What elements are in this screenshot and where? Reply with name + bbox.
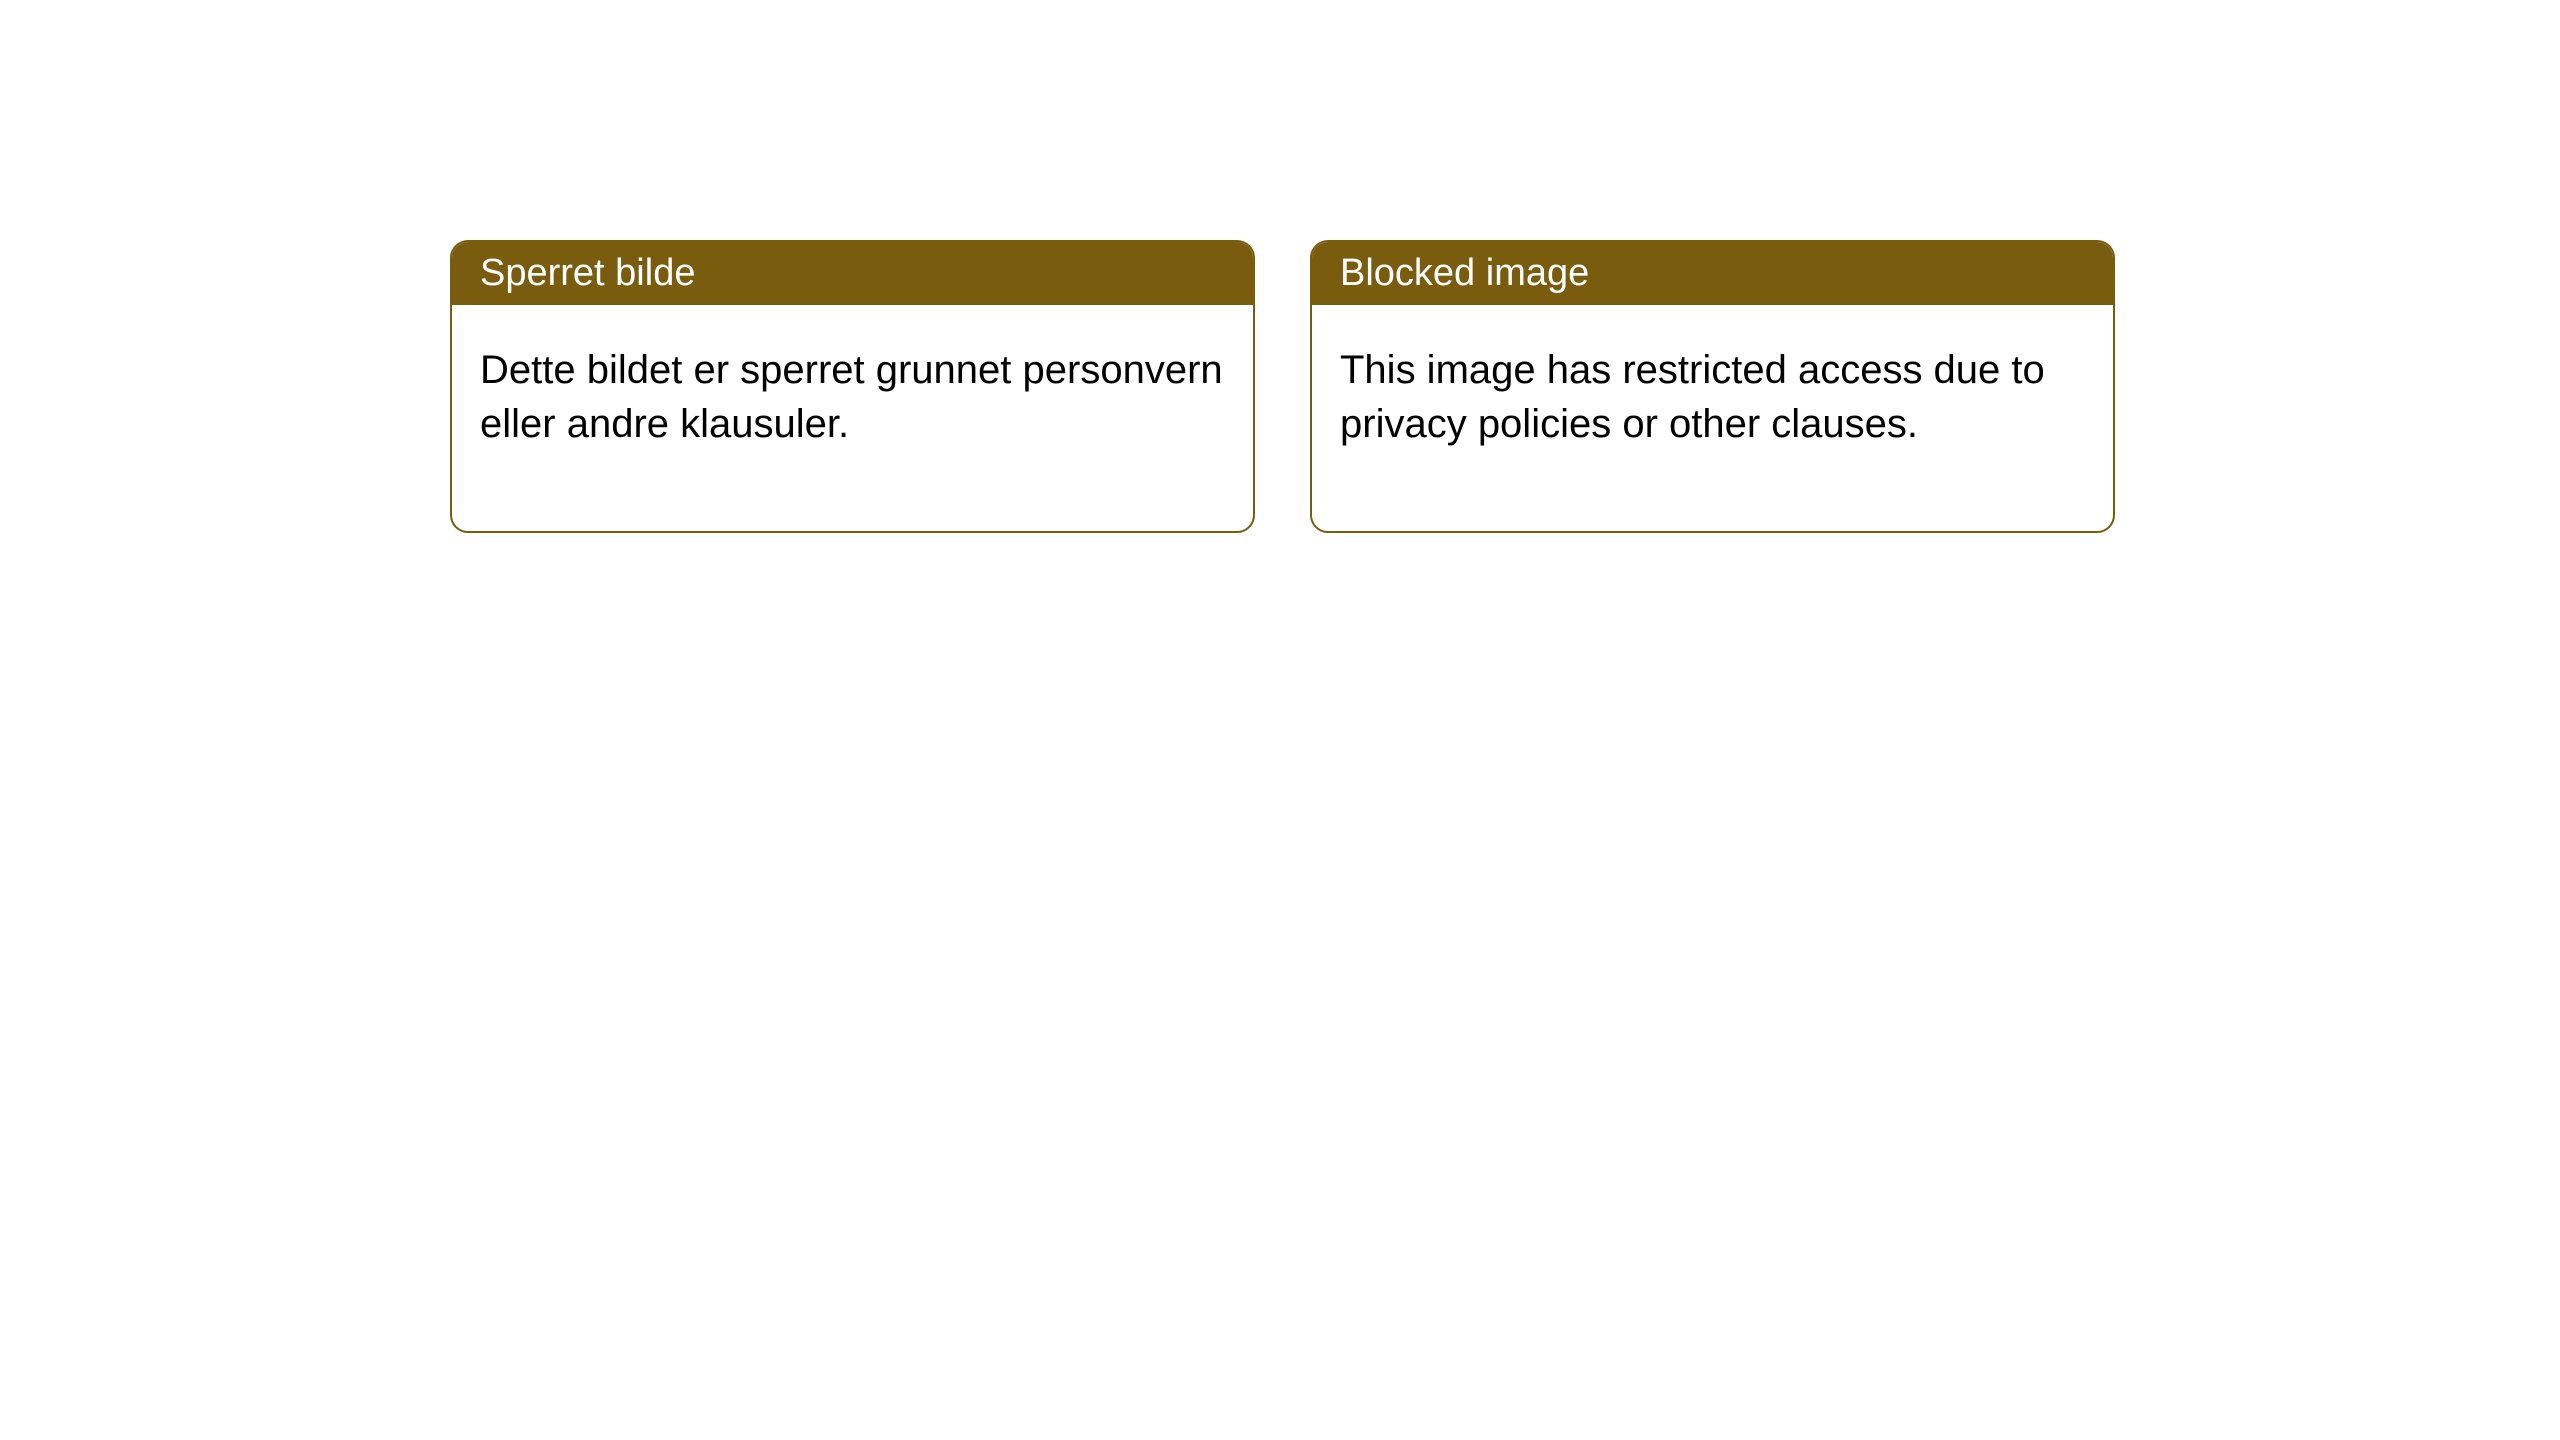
notice-cards-container: Sperret bilde Dette bildet er sperret gr… [0,0,2560,533]
notice-card-title: Blocked image [1340,252,1589,294]
notice-card-body: This image has restricted access due to … [1312,305,2113,531]
notice-card-body: Dette bildet er sperret grunnet personve… [452,305,1253,531]
notice-card-norwegian: Sperret bilde Dette bildet er sperret gr… [450,240,1255,533]
notice-card-header: Blocked image [1312,242,2113,305]
notice-card-title: Sperret bilde [480,252,695,294]
notice-card-text: This image has restricted access due to … [1340,348,2045,446]
notice-card-english: Blocked image This image has restricted … [1310,240,2115,533]
notice-card-header: Sperret bilde [452,242,1253,305]
notice-card-text: Dette bildet er sperret grunnet personve… [480,348,1223,446]
